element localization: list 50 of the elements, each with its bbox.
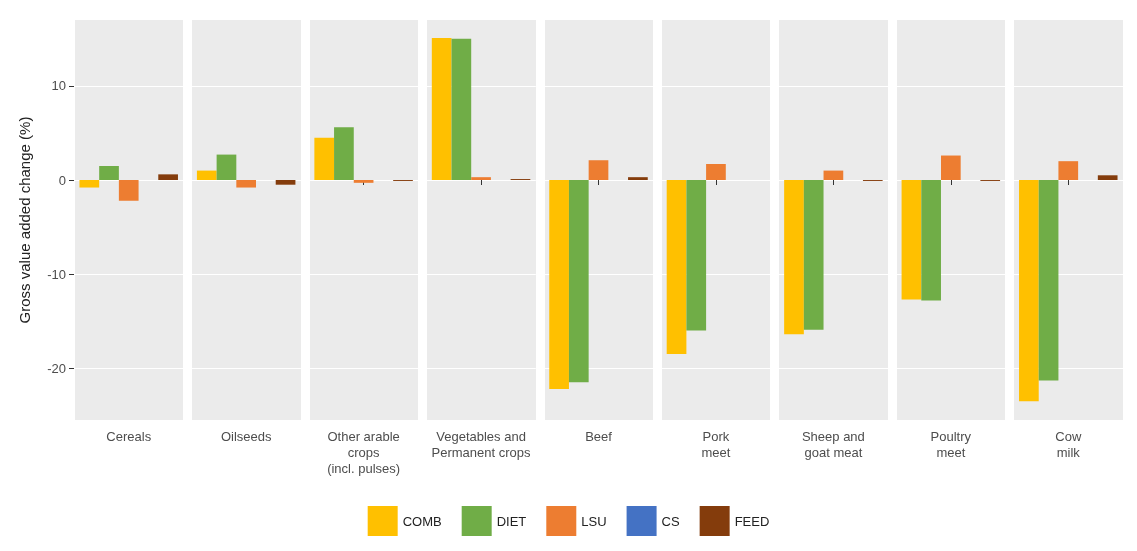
bar [216, 154, 237, 180]
bar [686, 180, 707, 331]
bar [99, 165, 119, 180]
bar [706, 164, 726, 180]
bar [275, 180, 296, 185]
bar [451, 38, 472, 180]
x-tick-label: Beef [585, 428, 613, 444]
x-tick-label: Other arable crops (incl. pulses) [327, 428, 401, 476]
bar [1058, 161, 1079, 180]
bar [901, 180, 922, 300]
x-tick-label: Oilseeds [220, 428, 272, 444]
x-tick-label: Poultry meet [930, 428, 972, 460]
bar [158, 174, 178, 180]
x-tick-label: Sheep and goat meat [801, 428, 865, 460]
y-tick-label: -20 [47, 360, 66, 376]
legend-label: CS [661, 513, 680, 529]
y-tick-label: -10 [47, 266, 66, 282]
bar [471, 177, 491, 180]
bar [666, 180, 687, 355]
y-axis-title: Gross value added change (%) [16, 116, 33, 324]
legend-label: DIET [496, 513, 527, 529]
x-tick-label: Cereals [106, 428, 152, 444]
bar [940, 155, 961, 180]
bar [314, 137, 335, 180]
bar [118, 180, 139, 201]
bar [1038, 180, 1059, 381]
bar [549, 180, 569, 389]
y-tick-label: 0 [58, 172, 66, 188]
bar [823, 170, 844, 180]
bar [353, 180, 374, 183]
x-tick-label: Pork meet [701, 428, 731, 460]
legend-label: FEED [734, 513, 770, 529]
bar [431, 37, 452, 180]
bar [334, 127, 354, 180]
bar [196, 170, 217, 180]
bar [921, 180, 941, 301]
legend-label: LSU [581, 513, 607, 529]
bar [803, 180, 824, 330]
bar [1097, 175, 1118, 180]
legend-label: COMB [402, 513, 442, 529]
bar [1019, 180, 1039, 402]
bar [236, 180, 257, 188]
y-tick-label: 10 [51, 78, 66, 94]
x-tick-label: Vegetables and Permanent crops [431, 428, 532, 460]
bar [568, 180, 589, 383]
x-tick-label: Cow milk [1055, 428, 1082, 460]
bar [784, 180, 804, 335]
bar [628, 177, 648, 180]
bar [79, 180, 100, 188]
bar [588, 160, 609, 180]
